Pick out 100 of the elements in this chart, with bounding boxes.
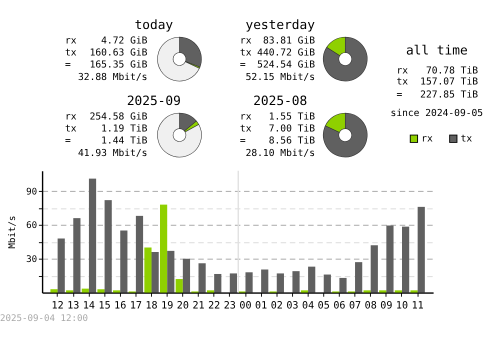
x-tick-label: 04: [302, 300, 314, 312]
y-tick-label: 30: [26, 254, 38, 265]
text: tx: [240, 123, 252, 134]
y-tick-label: 90: [26, 187, 38, 198]
bar: [176, 279, 183, 293]
donut-slice: [323, 36, 368, 82]
text: 254.58 GiB: [90, 112, 148, 123]
text: 28.10 Mbit/s: [246, 148, 316, 160]
x-tick-label: 23: [224, 300, 236, 312]
text: =: [240, 135, 246, 146]
x-tick-label: 09: [380, 300, 392, 312]
x-tick-label: 05: [318, 300, 330, 312]
x-tick-label: 19: [161, 300, 174, 312]
x-tick-label: 15: [98, 300, 111, 312]
text: 4.72 GiB: [101, 36, 148, 46]
bar: [379, 290, 386, 293]
text: 157.07 TiB: [420, 76, 478, 88]
x-tick-label: 10: [396, 300, 408, 312]
text: tx: [65, 123, 77, 134]
text: 1.55 TiB: [268, 112, 316, 123]
x-tick-label: 00: [239, 300, 252, 312]
bar: [167, 250, 174, 293]
bar: [144, 247, 152, 293]
bar: [370, 245, 378, 293]
bar: [82, 288, 89, 293]
bar: [136, 216, 144, 293]
x-tick-label: 11: [412, 300, 424, 312]
bar: [276, 273, 284, 293]
bar: [292, 271, 300, 293]
chart-title: 2025-09: [126, 94, 181, 109]
donut-slice: [323, 112, 368, 158]
bar: [198, 263, 206, 293]
text: rx: [240, 36, 252, 46]
x-tick-label: 16: [114, 300, 126, 312]
bar: [308, 266, 316, 293]
text: rx: [396, 66, 408, 77]
bar: [104, 200, 112, 293]
text: rx: [240, 112, 252, 123]
text: 524.54 GiB: [257, 59, 316, 70]
text: =: [240, 59, 246, 70]
bar: [66, 290, 74, 293]
text: since 2024-09-05: [390, 108, 484, 119]
text: 32.88 Mbit/s: [78, 72, 148, 84]
bar: [152, 252, 159, 293]
text: =: [396, 90, 403, 101]
x-tick-label: 18: [145, 300, 158, 312]
donut-slice: [157, 112, 202, 158]
y-tick-label: 60: [26, 221, 38, 232]
text: tx: [396, 76, 408, 88]
text: rx: [65, 36, 77, 46]
donut-slice: [157, 36, 200, 82]
bar: [418, 206, 425, 293]
bar: [182, 258, 190, 293]
text: 1.19 TiB: [101, 123, 148, 134]
text: tx: [240, 47, 252, 58]
text: 1.44 TiB: [101, 135, 148, 146]
bar: [230, 273, 238, 293]
y-axis-title: Mbit/s: [8, 216, 18, 249]
x-tick-label: 22: [208, 300, 220, 312]
text: 8.56 TiB: [268, 135, 316, 146]
text: =: [65, 59, 72, 70]
bar: [73, 218, 80, 293]
bar: [214, 274, 222, 293]
text: tx: [65, 47, 77, 58]
bar: [97, 289, 105, 293]
x-tick-label: 02: [270, 300, 283, 312]
bar: [58, 238, 65, 293]
x-tick-label: 17: [130, 300, 142, 312]
text: 41.93 Mbit/s: [78, 148, 148, 160]
bar: [50, 289, 58, 293]
legend-label: tx: [460, 133, 472, 144]
bar: [402, 226, 410, 293]
bar: [245, 272, 253, 293]
x-tick-label: 12: [52, 300, 64, 312]
text: 165.35 GiB: [90, 59, 148, 70]
x-tick-label: 20: [176, 300, 189, 312]
bar: [386, 225, 394, 293]
x-tick-label: 01: [255, 300, 268, 312]
chart-title: today: [134, 18, 174, 33]
x-tick-label: 14: [82, 300, 95, 312]
text: 160.63 GiB: [90, 47, 148, 58]
text: 70.78 TiB: [426, 66, 478, 77]
bar: [120, 230, 128, 293]
x-tick-label: 06: [333, 300, 346, 312]
x-tick-label: 21: [192, 300, 205, 312]
x-tick-label: 08: [364, 300, 377, 312]
bar: [160, 204, 168, 293]
bar: [355, 262, 362, 293]
text: 2025-09-04 12:00: [0, 314, 88, 324]
text: 83.81 GiB: [262, 36, 316, 46]
x-tick-label: 13: [67, 300, 80, 312]
text: =: [65, 135, 72, 146]
x-tick-label: 03: [286, 300, 298, 312]
x-tick-label: 07: [348, 300, 362, 312]
text: 7.00 TiB: [268, 123, 316, 134]
text: 227.85 TiB: [420, 90, 478, 101]
bar: [339, 278, 347, 293]
chart-title: yesterday: [246, 18, 316, 33]
chart-title: 2025-08: [253, 94, 308, 109]
bar: [324, 274, 331, 293]
